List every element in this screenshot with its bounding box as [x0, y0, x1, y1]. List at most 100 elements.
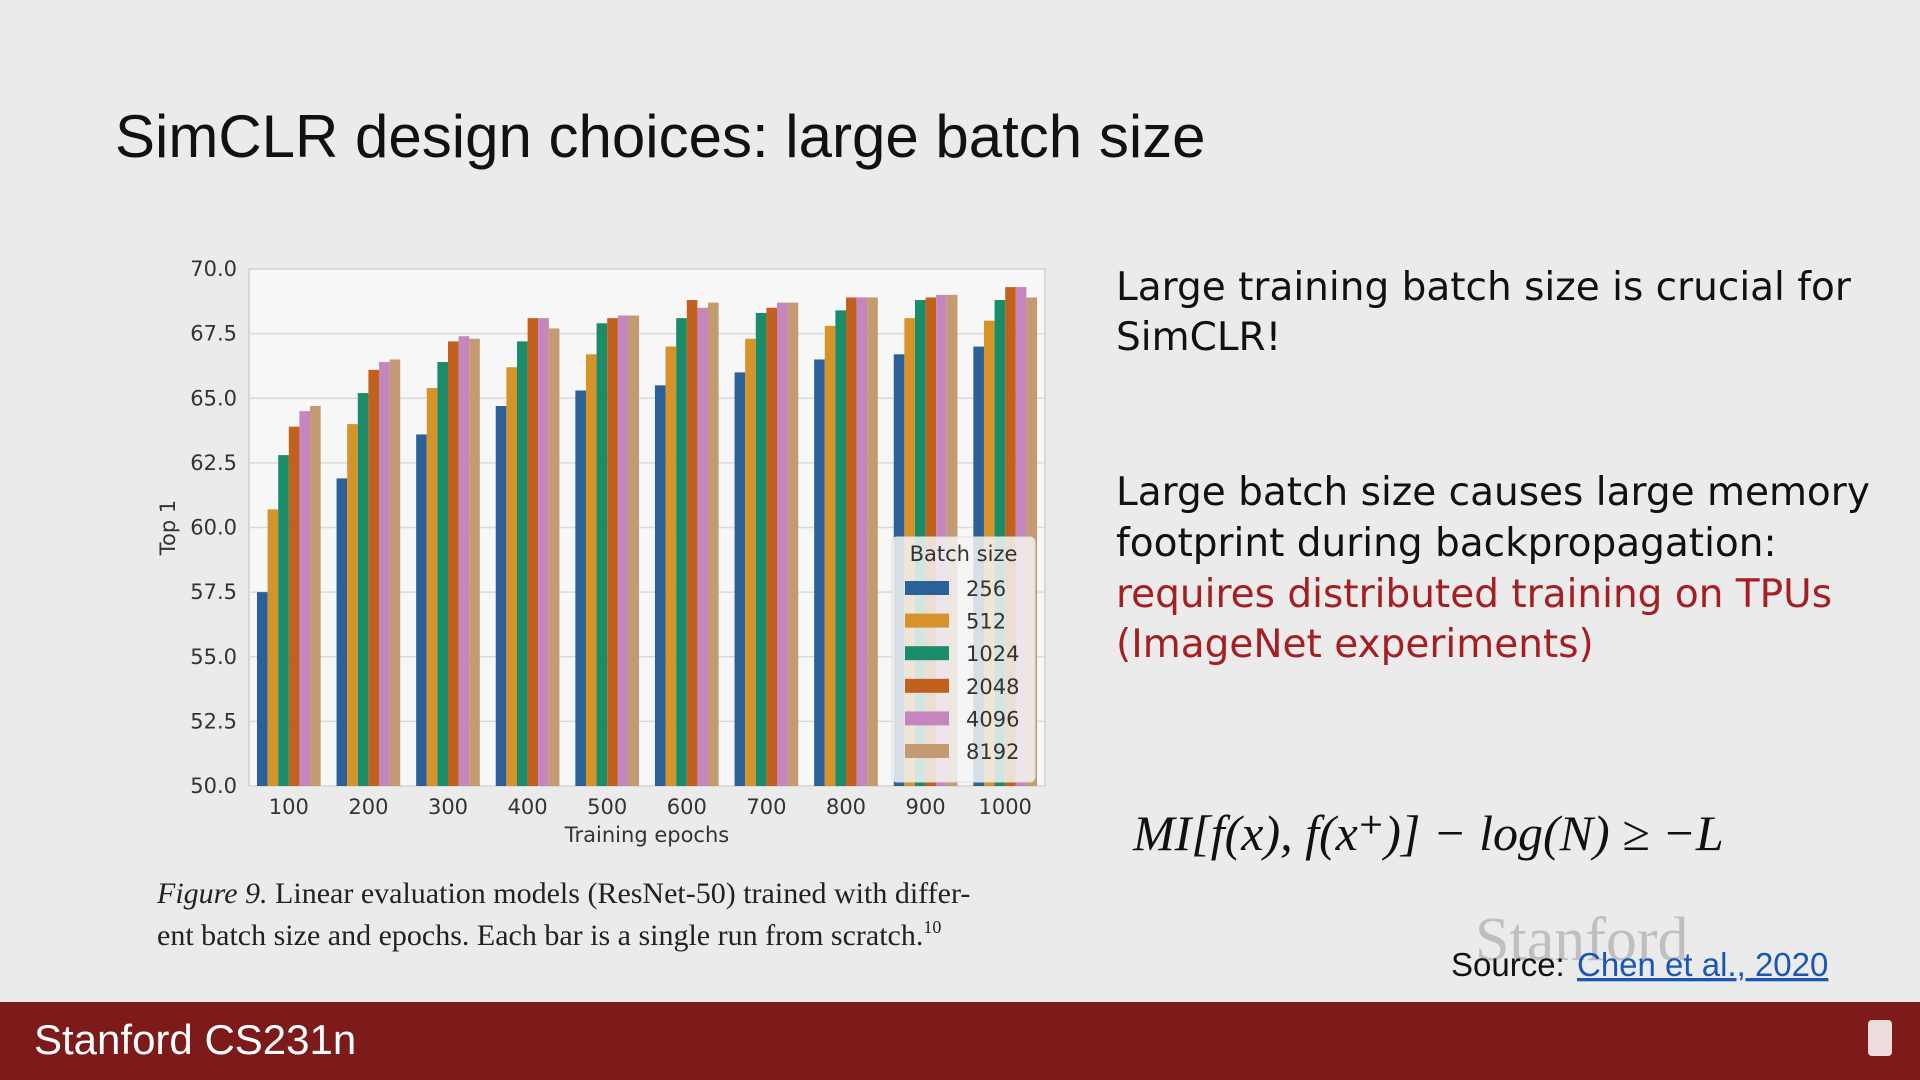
bar: [755, 312, 767, 786]
bar: [824, 325, 836, 786]
x-tick-label: 700: [746, 795, 786, 819]
bar: [607, 318, 618, 786]
bar: [357, 393, 369, 786]
x-tick-label: 300: [428, 795, 468, 819]
text-block: Large training batch size is crucial for…: [1116, 265, 1870, 667]
bar: [336, 478, 348, 786]
caption-line: ent batch size and epochs. Each bar is a…: [157, 917, 941, 952]
bar: [867, 297, 878, 786]
bar: [267, 509, 279, 786]
y-tick-label: 65.0: [190, 386, 237, 410]
y-tick-label: 52.5: [190, 709, 237, 733]
bar: [777, 302, 788, 786]
bar: [426, 387, 438, 786]
bar: [278, 455, 289, 786]
bar: [814, 359, 825, 786]
y-tick-label: 50.0: [190, 774, 237, 798]
bar: [458, 336, 470, 786]
bar: [347, 424, 358, 786]
bar: [299, 411, 311, 786]
formula: MI[f(x), f(x⁺)] − log(N) ≥ −L: [1132, 805, 1724, 861]
bar: [379, 362, 390, 786]
legend-swatch: [905, 581, 949, 595]
bar: [538, 318, 549, 786]
x-tick-label: 1000: [978, 795, 1031, 819]
y-tick-label: 62.5: [190, 451, 237, 475]
bar: [835, 310, 846, 786]
legend-label: 4096: [966, 707, 1019, 731]
legend-label: 8192: [966, 740, 1019, 764]
bar: [628, 315, 640, 786]
legend-label: 1024: [966, 642, 1019, 666]
bar: [708, 302, 719, 786]
x-tick-label: 100: [269, 795, 309, 819]
bar: [745, 338, 756, 786]
paragraph-line: Large training batch size is crucial for: [1116, 265, 1852, 310]
highlight-line: requires distributed training on TPUs: [1116, 572, 1832, 617]
highlight-line: (ImageNet experiments): [1116, 622, 1594, 667]
y-tick-label: 60.0: [190, 516, 237, 540]
x-tick-label: 900: [906, 795, 946, 819]
x-tick-label: 500: [587, 795, 627, 819]
y-tick-label: 55.0: [190, 645, 237, 669]
bar: [389, 359, 401, 786]
bar: [495, 406, 507, 786]
x-tick-label: 600: [667, 795, 707, 819]
bar: [448, 341, 459, 786]
bar: [617, 315, 629, 786]
bar: [686, 300, 698, 786]
bar: [734, 372, 746, 786]
bar: [585, 354, 597, 786]
bar: [516, 341, 528, 786]
bar: [310, 406, 321, 786]
y-tick-label: 57.5: [190, 580, 237, 604]
bar: [596, 323, 608, 786]
bar: [654, 385, 666, 786]
bar: [856, 297, 868, 786]
footer-logo: [1868, 1020, 1892, 1056]
bar: [676, 318, 687, 786]
footer-bar: [0, 1002, 1920, 1080]
bar: [787, 302, 799, 786]
bar: [506, 367, 517, 786]
bar: [846, 297, 857, 786]
x-tick-label: 400: [508, 795, 548, 819]
slide-title: SimCLR design choices: large batch size: [115, 103, 1206, 170]
bar: [548, 328, 560, 786]
legend-title: Batch size: [910, 542, 1018, 566]
bar: [437, 362, 448, 786]
bar: [766, 307, 778, 786]
bar: [469, 338, 480, 786]
bar: [368, 369, 380, 786]
bar: [575, 390, 586, 786]
paragraph-line: Large batch size causes large memory: [1116, 470, 1870, 515]
y-tick-label: 70.0: [190, 257, 237, 281]
legend-swatch: [905, 678, 949, 693]
legend-label: 256: [966, 577, 1006, 601]
x-tick-label: 800: [826, 795, 866, 819]
legend-label: 2048: [966, 675, 1019, 699]
x-axis-label: Training epochs: [564, 823, 729, 847]
legend-label: 512: [966, 610, 1006, 634]
legend-swatch: [905, 711, 949, 726]
bar: [527, 318, 539, 786]
paragraph-line: footprint during backpropagation:: [1116, 521, 1777, 566]
bar: [416, 434, 427, 786]
paragraph-line: SimCLR!: [1116, 315, 1281, 360]
watermark: Stanford: [1475, 906, 1689, 974]
caption-line: Figure 9. Linear evaluation models (ResN…: [156, 877, 970, 910]
caption-text: ent batch size and epochs. Each bar is a…: [157, 919, 923, 952]
caption-superscript: 10: [923, 917, 941, 937]
legend-swatch: [905, 744, 949, 758]
chart: 50.0 52.5 55.0 57.5 60.0 62.5 65.0 67.5 70.0 100 2…: [156, 257, 1046, 847]
bar: [256, 592, 268, 786]
caption-text: Linear evaluation models (ResNet-50) tra…: [275, 877, 970, 910]
legend-swatch: [905, 646, 949, 661]
source-link[interactable]: Chen et al., 2020: [1577, 946, 1828, 983]
x-tick-label: 200: [348, 795, 388, 819]
source-label: Source:: [1451, 946, 1565, 983]
bar: [288, 426, 300, 786]
legend-swatch: [905, 613, 949, 628]
caption-figure: Figure 9.: [156, 877, 268, 910]
